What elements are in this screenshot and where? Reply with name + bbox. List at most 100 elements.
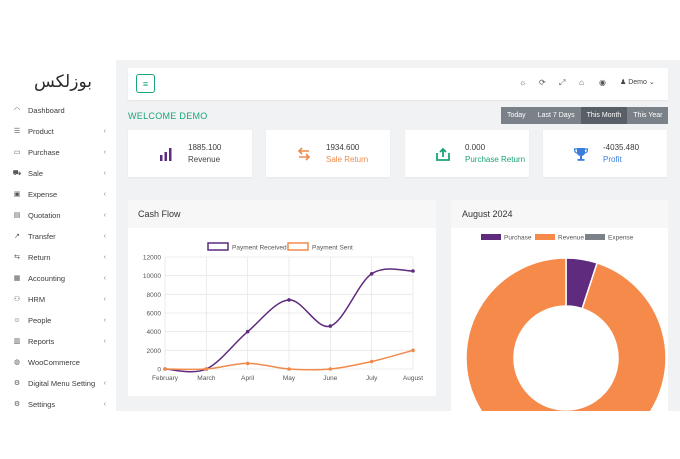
series-point — [287, 367, 291, 371]
series-point — [369, 272, 374, 276]
series-point — [245, 329, 250, 334]
chevron-icon: ‹ — [103, 190, 106, 198]
y-tick-label: 0 — [157, 367, 161, 374]
fullscreen-icon[interactable]: ⤢ — [559, 78, 566, 87]
legend-swatch — [535, 234, 555, 240]
cash-flow-chart: 0 2000 4000 6000 8000 10000 12000 February March… — [143, 242, 423, 382]
stat-value: 0.000 — [465, 143, 486, 152]
sidebar-item-return[interactable]: ⇆ Return ‹ — [0, 247, 116, 267]
sidebar-item-product[interactable]: ☰ Product ‹ — [0, 121, 116, 141]
brightness-icon[interactable]: ☼ — [519, 78, 527, 87]
sidebar-item-hrm[interactable]: ⚇ HRM ‹ — [0, 289, 116, 309]
chevron-icon: ‹ — [103, 274, 106, 282]
refresh-icon[interactable]: ⟳ — [539, 78, 546, 87]
chevron-icon: ‹ — [103, 169, 106, 177]
x-tick-label: May — [283, 375, 296, 382]
series-point — [328, 367, 333, 371]
sidebar-item-transfer[interactable]: ↗ Transfer ‹ — [0, 226, 116, 246]
list-icon: ☰ — [13, 128, 21, 135]
menu-toggle-button[interactable]: ≡ — [136, 74, 155, 93]
legend-swatch — [207, 242, 229, 251]
series-point — [411, 348, 415, 353]
stat-card-sale-return[interactable]: 1934.600 Sale Return — [266, 130, 390, 177]
x-tick-label: July — [366, 375, 378, 382]
sidebar-item-woocommerce[interactable]: ◍ WooCommerce — [0, 352, 116, 372]
period-this-month-button[interactable]: This Month — [580, 107, 628, 124]
stat-card-purchase-return[interactable]: 0.000 Purchase Return — [405, 130, 529, 177]
sidebar-item-people[interactable]: ☺ People ‹ — [0, 310, 116, 330]
dashboard-icon: ◠ — [13, 107, 21, 114]
chevron-icon: ‹ — [103, 127, 106, 135]
stat-label: Profit — [603, 155, 622, 164]
sidebar-item-quotation[interactable]: ▤ Quotation ‹ — [0, 205, 116, 225]
sidebar-item-label: Digital Menu Setting — [28, 378, 96, 388]
sidebar-item-label: Settings — [28, 399, 56, 409]
cash-flow-panel: Cash Flow 0 2000 4000 6000 8000 10000 12000 Feb… — [128, 200, 436, 396]
series-point — [287, 298, 291, 302]
sidebar-item-label: HRM — [28, 294, 46, 304]
legend-swatch — [585, 234, 605, 240]
y-tick-label: 6000 — [147, 311, 162, 318]
cash-flow-title: Cash Flow — [138, 209, 181, 219]
legend-label: Purchase — [504, 235, 532, 242]
stat-card-profit[interactable]: -4035.480 Profit — [543, 130, 667, 177]
stat-value: 1934.600 — [326, 143, 360, 152]
stat-label: Sale Return — [326, 155, 369, 164]
sidebar-item-settings[interactable]: ⚙ Settings ‹ — [0, 394, 116, 411]
chevron-icon: ‹ — [103, 295, 106, 303]
users-icon: ⚇ — [13, 296, 21, 303]
sidebar-item-digital-menu-setting[interactable]: ⚙ Digital Menu Setting ‹ — [0, 373, 116, 393]
chevron-icon: ‹ — [103, 211, 106, 219]
chevron-icon: ‹ — [103, 148, 106, 156]
period-this-year-button[interactable]: This Year — [627, 107, 669, 124]
august-panel: August 2024 Purchase Revenue Expense — [451, 200, 668, 411]
return-arrow-icon — [297, 147, 311, 161]
sidebar-item-label: Expense — [28, 189, 58, 199]
period-last-7-days-button[interactable]: Last 7 Days — [531, 107, 581, 124]
sidebar-item-sale[interactable]: ⛟ Sale ‹ — [0, 163, 116, 183]
sidebar-item-dashboard[interactable]: ◠ Dashboard — [0, 100, 116, 120]
x-tick-label: April — [241, 375, 255, 382]
language-icon[interactable]: ◉ — [599, 78, 606, 87]
series-point — [369, 359, 374, 364]
sidebar-item-label: WooCommerce — [28, 357, 80, 367]
sidebar-item-label: Product — [28, 126, 54, 136]
legend-swatch — [481, 234, 501, 240]
sidebar-item-purchase[interactable]: ▭ Purchase ‹ — [0, 142, 116, 162]
sidebar-item-label: Return — [28, 252, 51, 262]
chevron-icon: ‹ — [103, 400, 106, 408]
y-tick-label: 2000 — [147, 348, 162, 355]
app-logo: بوزلكس — [34, 72, 92, 92]
globe-icon: ◍ — [13, 359, 21, 366]
series-point — [328, 324, 333, 328]
document-icon: ▤ — [13, 212, 21, 219]
trophy-icon — [573, 148, 589, 161]
legend-swatch — [287, 242, 309, 251]
report-icon: ▥ — [13, 338, 21, 345]
basket-icon[interactable]: ⌂ — [579, 78, 584, 87]
period-today-button[interactable]: Today — [501, 107, 532, 124]
chevron-icon: ‹ — [103, 337, 106, 345]
legend-label: Expense — [608, 235, 634, 242]
cash-flow-chart-area: 0 2000 4000 6000 8000 10000 12000 February March… — [128, 228, 436, 396]
slice-revenue — [465, 257, 667, 411]
y-tick-label: 8000 — [147, 292, 162, 299]
sidebar-item-label: Reports — [28, 336, 55, 346]
sidebar-item-label: Transfer — [28, 231, 56, 241]
sidebar-item-reports[interactable]: ▥ Reports ‹ — [0, 331, 116, 351]
y-tick-label: 4000 — [147, 329, 162, 336]
sidebar-item-expense[interactable]: ▣ Expense ‹ — [0, 184, 116, 204]
user-menu[interactable]: ♟ Demo ⌄ — [620, 78, 655, 86]
bank-icon: ▦ — [13, 275, 21, 282]
legend-label: Payment Sent — [312, 245, 353, 252]
cart-icon: ⛟ — [12, 169, 22, 177]
sidebar-item-accounting[interactable]: ▦ Accounting ‹ — [0, 268, 116, 288]
chevron-icon: ‹ — [103, 379, 106, 387]
august-chart-area: Purchase Revenue Expense — [451, 228, 668, 411]
bar-chart-icon — [160, 148, 172, 161]
sidebar-item-label: Purchase — [28, 147, 60, 157]
series-point — [163, 367, 167, 371]
return-icon: ⇆ — [14, 254, 20, 261]
stat-card-revenue[interactable]: 1885.100 Revenue — [128, 130, 252, 177]
chevron-icon: ‹ — [103, 232, 106, 240]
